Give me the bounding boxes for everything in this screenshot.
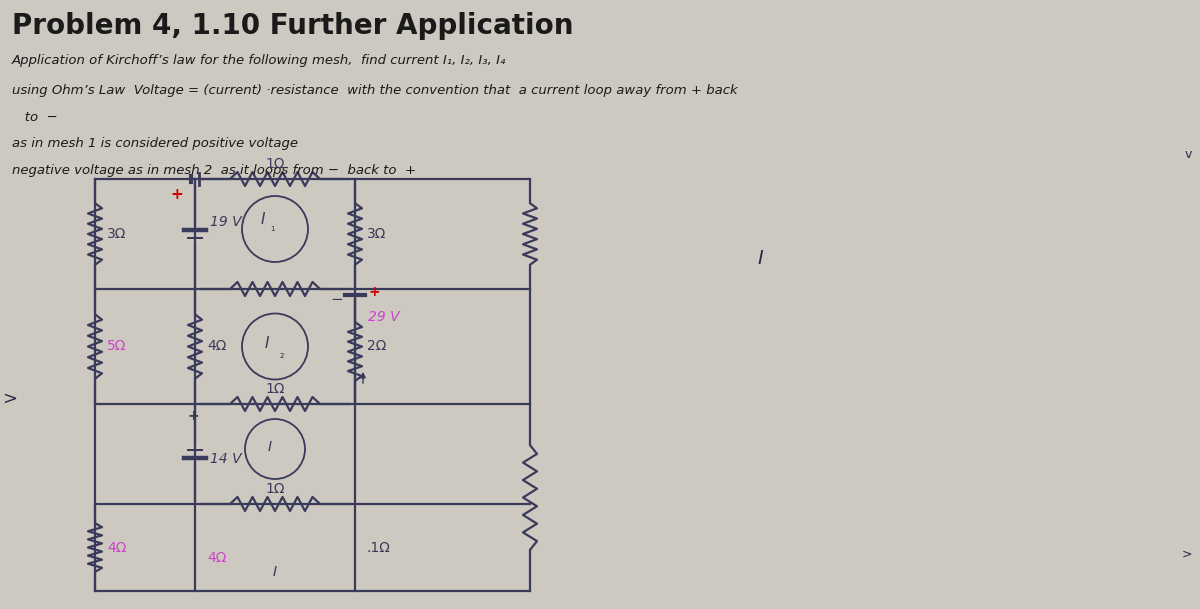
- Text: using Ohm’s Law  Voltage = (current) ·resistance  with the convention that  a cu: using Ohm’s Law Voltage = (current) ·res…: [12, 84, 738, 97]
- Text: >: >: [1182, 547, 1192, 560]
- Text: 2Ω: 2Ω: [367, 339, 386, 353]
- Text: I: I: [260, 211, 265, 227]
- Text: ₂: ₂: [280, 350, 284, 359]
- Text: .1Ω: .1Ω: [367, 541, 391, 555]
- Text: 4Ω: 4Ω: [107, 541, 126, 555]
- Text: 3Ω: 3Ω: [107, 227, 126, 241]
- Text: I: I: [265, 336, 269, 351]
- Text: I: I: [268, 440, 272, 454]
- Text: 1Ω: 1Ω: [265, 157, 284, 171]
- Text: 4Ω: 4Ω: [206, 551, 227, 565]
- Text: ₁: ₁: [270, 223, 275, 233]
- Text: +: +: [170, 187, 184, 202]
- Text: Application of Kirchoff’s law for the following mesh,  find current I₁, I₂, I₃, : Application of Kirchoff’s law for the fo…: [12, 54, 506, 67]
- Text: 3Ω: 3Ω: [367, 227, 386, 241]
- Text: 5Ω: 5Ω: [107, 339, 126, 353]
- Text: I: I: [757, 250, 763, 269]
- Text: +: +: [187, 409, 199, 423]
- Text: 19 V: 19 V: [210, 215, 241, 229]
- Text: 14 V: 14 V: [210, 452, 241, 466]
- Text: as in mesh 1 is considered positive voltage: as in mesh 1 is considered positive volt…: [12, 137, 298, 150]
- Text: I: I: [272, 565, 277, 579]
- Text: 29 V: 29 V: [368, 310, 400, 324]
- Text: +: +: [368, 285, 379, 299]
- Text: negative voltage as in mesh 2  as it loops from −  back to  +: negative voltage as in mesh 2 as it loop…: [12, 164, 416, 177]
- Text: 1Ω: 1Ω: [265, 382, 284, 396]
- Text: 4Ω: 4Ω: [206, 339, 227, 353]
- Text: to  −: to −: [12, 111, 58, 124]
- Text: v: v: [1184, 147, 1192, 161]
- Text: −: −: [331, 292, 343, 306]
- Text: >: >: [2, 390, 17, 408]
- Text: 1Ω: 1Ω: [265, 482, 284, 496]
- Text: Problem 4, 1.10 Further Application: Problem 4, 1.10 Further Application: [12, 12, 574, 40]
